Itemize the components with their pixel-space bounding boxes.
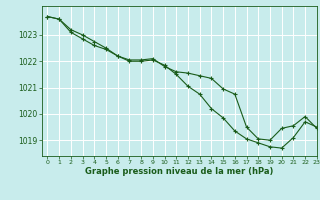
X-axis label: Graphe pression niveau de la mer (hPa): Graphe pression niveau de la mer (hPa) xyxy=(85,167,273,176)
